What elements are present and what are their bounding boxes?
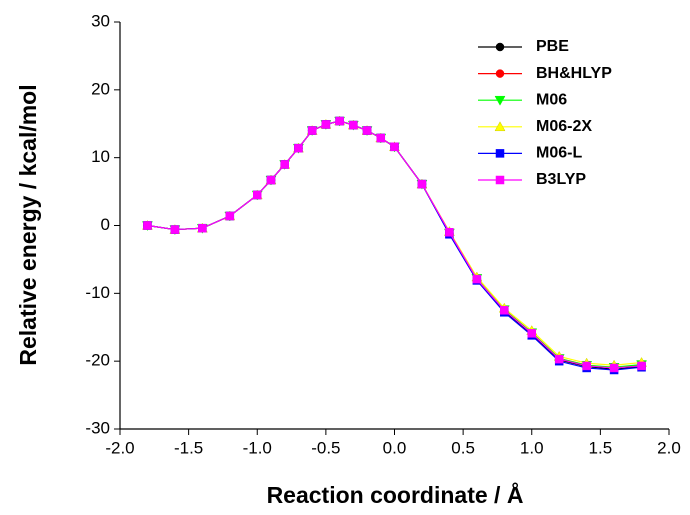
x-tick-label: -1.5 [174,438,203,457]
y-tick-label: -10 [85,283,110,302]
series-line [147,120,642,369]
legend-label: M06-L [536,145,582,162]
legend-marker [494,121,506,132]
x-axis-title: Reaction coordinate / Å [267,481,524,508]
legend-marker [495,149,505,158]
data-point [170,225,180,234]
y-tick-label: 0 [101,215,110,234]
y-tick-label: 20 [91,79,110,98]
data-point [280,160,289,169]
legend-marker [495,69,505,78]
data-point [527,329,536,338]
data-point [253,190,262,200]
legend-marker [495,42,505,52]
data-point [335,116,344,126]
data-point [349,120,358,130]
x-tick-label: -2.0 [105,438,134,457]
x-tick-label: -1.0 [243,438,272,457]
data-point [554,354,564,364]
data-point [321,120,331,129]
legend-label: BH&HLYP [536,65,612,82]
data-point [362,126,372,135]
data-point [390,142,399,152]
data-point [609,363,619,373]
data-point [445,228,454,237]
data-point [266,175,276,185]
y-tick-label: 10 [91,147,110,166]
legend-marker [495,175,505,185]
data-point [307,126,317,135]
data-point [472,274,482,284]
legend-label: B3LYP [536,171,586,188]
data-point [500,306,509,315]
legend-marker [494,95,506,106]
x-tick-label: -0.5 [311,438,340,457]
data-point [294,143,303,153]
data-point [225,211,235,221]
x-tick-label: 1.0 [520,438,544,457]
y-tick-label: -20 [85,351,110,370]
legend-label: M06-2X [536,118,592,135]
data-point [198,223,207,233]
legend-label: M06 [536,91,567,108]
x-tick-label: 0.5 [451,438,475,457]
data-point [637,361,646,371]
x-tick-label: 0.0 [383,438,407,457]
legend-label: PBE [536,38,569,55]
y-tick-label: -30 [85,418,110,437]
data-point [417,179,427,189]
y-tick-label: 30 [91,11,110,30]
data-point [582,361,591,371]
data-point [376,133,386,143]
y-axis-title: Relative energy / kcal/mol [15,84,41,365]
x-tick-label: 2.0 [657,438,681,457]
data-point [143,221,152,230]
x-tick-label: 1.5 [589,438,613,457]
